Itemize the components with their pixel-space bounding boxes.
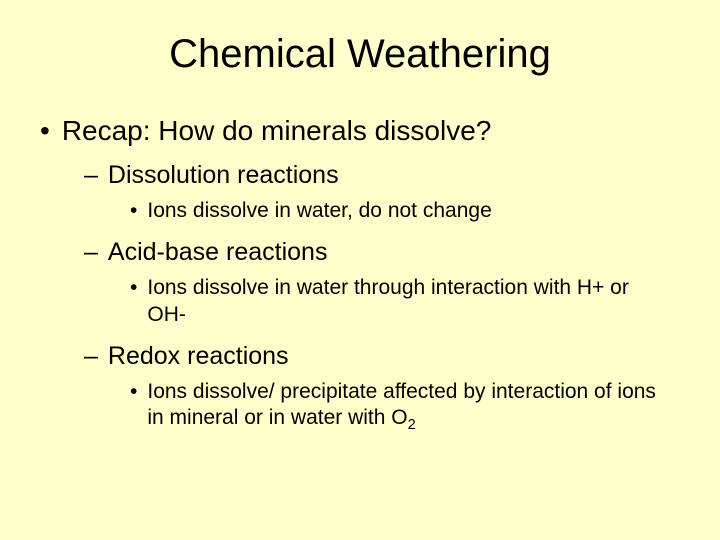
slide-title: Chemical Weathering — [40, 32, 680, 77]
bullet-level3: • Ions dissolve in water, do not change — [130, 198, 660, 224]
bullet-text: Dissolution reactions — [108, 161, 339, 190]
bullet-level2: – Acid-base reactions — [84, 238, 680, 267]
bullet-level1: • Recap: How do minerals dissolve? — [40, 115, 680, 147]
dash-marker: – — [84, 342, 98, 371]
bullet-text: Recap: How do minerals dissolve? — [62, 115, 492, 147]
subscript: 2 — [408, 417, 416, 433]
text-prefix: Ions dissolve/ precipitate affected by i… — [147, 380, 656, 429]
bullet-marker: • — [40, 115, 50, 147]
bullet-level3: • Ions dissolve in water through interac… — [130, 275, 660, 328]
bullet-level2: – Redox reactions — [84, 342, 680, 371]
bullet-level2: – Dissolution reactions — [84, 161, 680, 190]
dash-marker: – — [84, 161, 98, 190]
bullet-text: Redox reactions — [108, 342, 289, 371]
bullet-marker: • — [130, 198, 137, 224]
slide-container: Chemical Weathering • Recap: How do mine… — [0, 0, 720, 540]
bullet-text: Acid-base reactions — [108, 238, 328, 267]
bullet-text: Ions dissolve in water through interacti… — [147, 275, 660, 328]
bullet-marker: • — [130, 379, 137, 435]
dash-marker: – — [84, 238, 98, 267]
bullet-marker: • — [130, 275, 137, 328]
bullet-text: Ions dissolve/ precipitate affected by i… — [147, 379, 660, 435]
bullet-level3: • Ions dissolve/ precipitate affected by… — [130, 379, 660, 435]
bullet-text: Ions dissolve in water, do not change — [147, 198, 491, 224]
